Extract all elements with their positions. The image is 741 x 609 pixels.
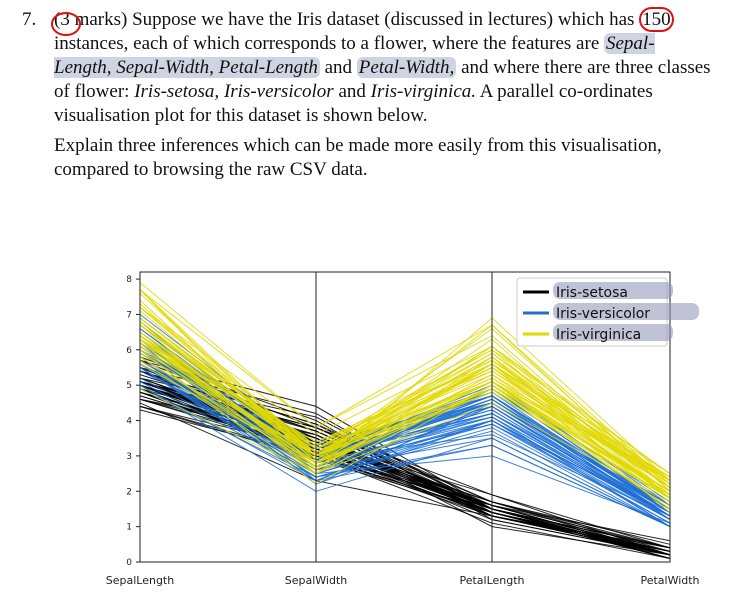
series-line bbox=[139, 342, 671, 482]
x-axis-label: SepalLength bbox=[106, 574, 174, 587]
series-line bbox=[139, 331, 671, 492]
y-tick-label: 0 bbox=[126, 558, 132, 568]
series-line bbox=[139, 367, 671, 528]
question-and-2: and bbox=[333, 81, 371, 102]
polylines bbox=[139, 282, 671, 559]
legend-label: Iris-setosa bbox=[556, 285, 628, 301]
series-line bbox=[139, 356, 671, 496]
class-versicolor: Iris-versicolor bbox=[223, 81, 334, 102]
y-tick-label: 3 bbox=[126, 452, 132, 462]
question-number: 7. bbox=[22, 9, 37, 30]
instance-count: 150 bbox=[639, 7, 674, 32]
series-line bbox=[139, 384, 671, 528]
y-ticks: 0 1 2 3 4 5 6 7 8 bbox=[126, 275, 140, 568]
series-iris-virginica bbox=[139, 282, 671, 513]
question-text-d: A parallel co-ordinates visualisation pl… bbox=[54, 81, 653, 126]
question-text-b: instances, each of which corresponds to … bbox=[54, 33, 604, 54]
y-tick-label: 6 bbox=[126, 346, 132, 356]
series-line bbox=[139, 349, 671, 510]
class-setosa: Iris-setosa, bbox=[134, 81, 220, 102]
series-line bbox=[139, 324, 671, 478]
legend-highlight bbox=[553, 303, 699, 320]
question-text-c: and where there are three classes of flo… bbox=[54, 57, 711, 102]
series-line bbox=[139, 324, 671, 475]
question-paragraph: (3 marks) Suppose we have the Iris datas… bbox=[54, 7, 712, 128]
question-instruction: Explain three inferences which can be ma… bbox=[54, 135, 662, 180]
question-text-a: Suppose we have the Iris dataset (discus… bbox=[127, 9, 640, 30]
exam-question: 7. (3 marks) Suppose we have the Iris da… bbox=[22, 7, 712, 182]
y-tick-label: 2 bbox=[126, 487, 132, 497]
x-axis-label: PetalWidth bbox=[640, 574, 699, 587]
series-line bbox=[139, 381, 671, 524]
question-and-1: and bbox=[319, 57, 357, 78]
y-tick-label: 5 bbox=[126, 381, 132, 391]
series-line bbox=[139, 367, 671, 517]
legend-label: Iris-virginica bbox=[556, 327, 641, 343]
class-virginica: Iris-virginica. bbox=[370, 81, 477, 102]
legend-highlight bbox=[553, 324, 673, 341]
series-line bbox=[139, 388, 671, 503]
series-line bbox=[139, 289, 671, 485]
y-tick-label: 1 bbox=[126, 523, 132, 533]
series-line bbox=[139, 335, 671, 485]
annotation-layer bbox=[51, 12, 81, 36]
legend-highlight bbox=[553, 282, 673, 299]
series-line bbox=[139, 306, 671, 475]
feature-petal-width: Petal-Width, bbox=[356, 57, 457, 78]
x-axis-label: SepalWidth bbox=[285, 574, 348, 587]
y-tick-label: 8 bbox=[126, 275, 132, 285]
x-axis-labels: SepalLength SepalWidth PetalLength PetalWid… bbox=[106, 574, 700, 587]
annotation-circle-marks bbox=[51, 12, 81, 36]
series-line bbox=[139, 289, 671, 492]
x-axis-label: PetalLength bbox=[459, 574, 524, 587]
axis-lines bbox=[139, 272, 671, 562]
question-body: (3 marks) Suppose we have the Iris datas… bbox=[54, 7, 712, 182]
legend-label: Iris-versicolor bbox=[556, 306, 650, 322]
y-tick-label: 7 bbox=[126, 310, 132, 320]
legend: Iris-setosa Iris-versicolor Iris-virginica bbox=[516, 277, 699, 347]
y-tick-label: 4 bbox=[126, 417, 132, 427]
series-line bbox=[139, 352, 671, 499]
